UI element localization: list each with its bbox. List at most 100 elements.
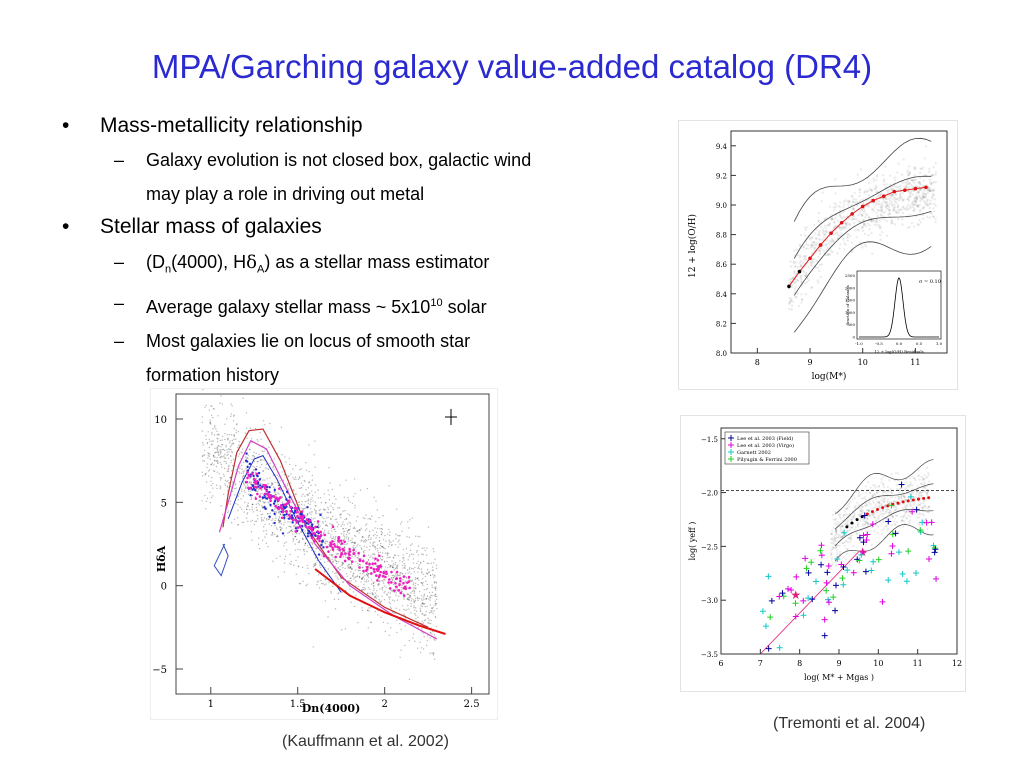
data-point — [840, 232, 843, 235]
data-point — [912, 203, 915, 207]
inset-x-label: 12 + log(O/H) Residuals — [874, 349, 923, 354]
data-point — [834, 203, 838, 206]
data-point — [342, 581, 344, 584]
data-point — [414, 566, 416, 569]
data-point — [907, 182, 911, 185]
data-point — [360, 581, 362, 583]
data-point — [209, 422, 211, 425]
data-point — [423, 598, 425, 601]
data-point — [204, 473, 206, 475]
data-point — [435, 617, 437, 619]
data-point — [790, 277, 794, 280]
blue-point — [268, 515, 271, 518]
data-point — [800, 278, 803, 281]
data-point — [853, 217, 856, 221]
data-point — [417, 577, 419, 579]
data-point — [362, 536, 364, 538]
data-point — [908, 485, 911, 488]
data-point — [913, 178, 916, 182]
data-point — [400, 582, 402, 584]
data-point — [396, 587, 399, 589]
data-point — [922, 477, 926, 481]
cross-marker — [832, 582, 839, 589]
magenta-point — [331, 525, 335, 529]
data-point — [368, 572, 370, 575]
data-point — [350, 580, 352, 582]
data-point — [256, 509, 258, 512]
data-point — [918, 503, 921, 507]
data-point — [834, 536, 838, 539]
data-point — [848, 217, 851, 221]
data-point — [922, 514, 925, 517]
data-point — [889, 509, 892, 512]
data-point — [353, 541, 356, 544]
data-point — [231, 452, 234, 454]
cross-marker — [889, 542, 896, 549]
blue-point — [305, 521, 308, 525]
data-point — [909, 519, 912, 522]
data-point — [879, 512, 883, 515]
data-point — [381, 545, 384, 548]
data-point — [256, 461, 259, 463]
data-point — [928, 505, 931, 508]
data-point — [836, 521, 840, 524]
data-point — [839, 517, 842, 520]
data-point — [902, 158, 905, 161]
data-point — [817, 249, 820, 252]
x-tick-label: 2.5 — [464, 699, 480, 710]
data-point — [895, 514, 899, 517]
data-point — [369, 542, 371, 544]
data-point — [882, 180, 885, 183]
data-point — [881, 205, 884, 208]
data-point — [329, 482, 331, 484]
data-point — [308, 444, 310, 446]
data-point — [354, 542, 356, 544]
median-point — [865, 512, 869, 516]
data-point — [361, 607, 363, 609]
data-point — [391, 560, 393, 562]
data-point — [416, 596, 419, 599]
data-point — [837, 533, 840, 536]
data-point — [804, 258, 808, 261]
data-point — [361, 589, 363, 591]
data-point — [911, 186, 914, 189]
data-point — [918, 493, 921, 496]
data-point — [373, 553, 376, 556]
data-point — [394, 561, 397, 564]
data-point — [882, 491, 885, 494]
plot-frame — [730, 130, 948, 354]
data-point — [920, 198, 924, 201]
data-point — [372, 564, 374, 567]
data-point — [931, 193, 935, 196]
magenta-point — [407, 580, 411, 583]
data-point — [886, 508, 889, 511]
magenta-point — [402, 594, 406, 597]
data-point — [226, 454, 228, 457]
data-point — [879, 233, 882, 237]
data-point — [312, 494, 314, 496]
data-point — [813, 246, 817, 250]
median-point — [927, 496, 931, 500]
data-point — [381, 533, 383, 535]
data-point — [314, 521, 316, 523]
data-point — [410, 605, 412, 607]
data-point — [297, 566, 299, 568]
data-point — [276, 474, 279, 477]
data-point — [828, 222, 831, 225]
data-point — [861, 198, 864, 201]
data-point — [916, 485, 919, 488]
magenta-point — [262, 483, 266, 487]
data-point — [853, 191, 856, 195]
blue-point — [321, 539, 324, 543]
data-point — [890, 204, 894, 207]
data-point — [349, 567, 351, 569]
data-point — [885, 525, 889, 528]
data-point — [208, 438, 210, 441]
data-point — [336, 553, 339, 555]
blue-point — [285, 490, 289, 494]
data-point — [827, 252, 831, 256]
data-point — [393, 557, 395, 559]
data-point — [865, 199, 869, 202]
data-point — [338, 507, 341, 509]
data-point — [836, 231, 839, 234]
